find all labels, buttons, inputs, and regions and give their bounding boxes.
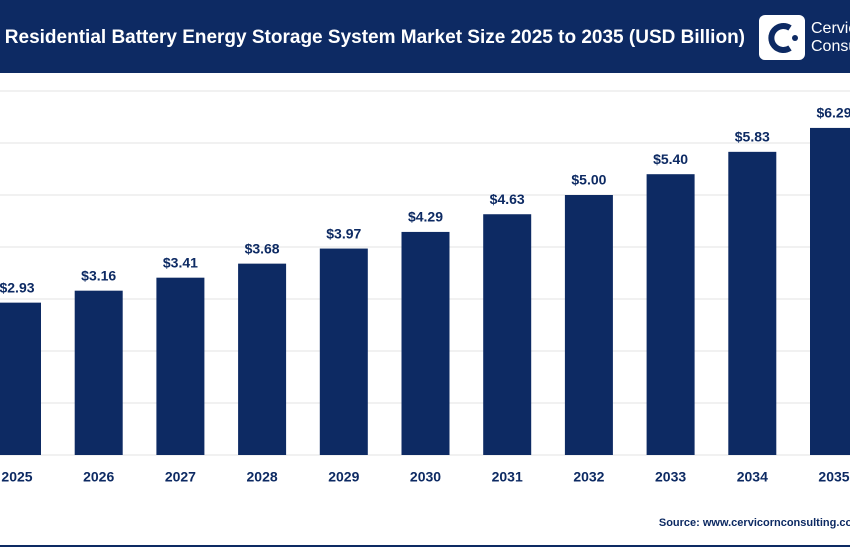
x-tick-label: 2035 [818,469,849,485]
value-label: $3.68 [245,240,280,256]
logo-dot [792,35,798,41]
bar [728,151,777,455]
logo-text: Consulting [811,38,850,55]
x-tick-label: 2030 [410,469,441,485]
x-tick-label: 2026 [83,469,114,485]
x-tick-label: 2033 [655,469,686,485]
bar [156,277,205,455]
bar [0,302,41,455]
x-tick-label: 2027 [165,469,196,485]
value-label: $5.00 [571,172,606,188]
logo-icon [768,23,792,53]
value-label: $3.41 [163,254,198,270]
logo-text: Cervicorn [811,20,850,37]
source: Source: www.cervicornconsulting.com [659,517,850,529]
chart-title: Residential Battery Energy Storage Syste… [5,27,745,48]
bar [483,214,532,455]
bar [646,174,695,455]
value-label: $4.29 [408,209,443,225]
value-label: $6.29 [816,105,850,121]
bar [238,263,287,455]
logo-box [759,15,805,60]
bar [810,127,850,456]
x-tick-label: 2034 [737,469,768,485]
bar [74,290,123,455]
value-label: $3.16 [81,267,116,283]
value-label: $4.63 [490,191,525,207]
x-tick-label: 2028 [247,469,278,485]
bar [401,231,450,455]
x-tick-label: 2025 [1,469,32,485]
header-band [0,0,850,73]
value-label: $2.93 [0,279,35,295]
value-label: $3.97 [326,225,361,241]
bar [564,195,613,455]
x-tick-label: 2029 [328,469,359,485]
x-tick-label: 2032 [573,469,604,485]
x-tick-label: 2031 [492,469,523,485]
value-label: $5.83 [735,129,770,145]
bar [319,248,368,455]
value-label: $5.40 [653,151,688,167]
